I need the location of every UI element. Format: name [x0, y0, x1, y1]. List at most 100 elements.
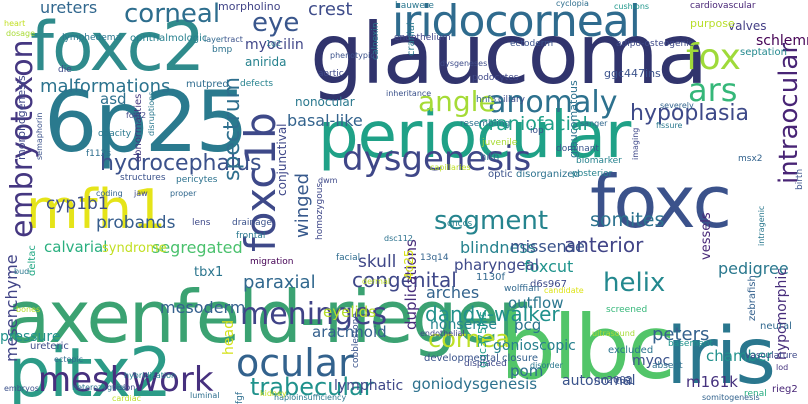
word: tbx1	[194, 265, 224, 280]
word: dosage	[6, 29, 36, 38]
word: heterozygous	[72, 383, 127, 392]
word: jaw	[134, 189, 148, 198]
word: 1130f	[476, 272, 505, 283]
word: mesoderm	[160, 298, 246, 317]
word: blbc	[500, 296, 676, 399]
word: deltac	[27, 245, 38, 276]
word: arachnoid	[312, 323, 387, 341]
word: iop	[530, 126, 544, 136]
word: disruptions	[147, 91, 156, 136]
word: conjunctival	[275, 123, 289, 196]
word: adipo-osteogenic	[616, 39, 694, 49]
word: morphogenesis	[15, 75, 28, 160]
word: spectrum	[220, 76, 245, 181]
word: hypomorphic	[774, 268, 790, 360]
word: abnormalities	[133, 93, 144, 162]
word: kidney	[260, 389, 287, 398]
word: hydrocephalus	[100, 151, 262, 176]
word: optic	[488, 169, 513, 180]
word: pedigree	[718, 259, 789, 278]
word: juvenile	[482, 138, 518, 148]
word: missense	[510, 237, 585, 256]
word: cnccs	[447, 219, 473, 229]
word: helix	[603, 268, 666, 298]
word: nonocular	[295, 95, 355, 109]
word: corneal	[124, 0, 221, 29]
word: fissure	[656, 121, 683, 130]
word: ocular	[236, 341, 354, 385]
word: cranial	[406, 22, 417, 56]
word: crest	[308, 0, 353, 20]
word: d6s967	[530, 279, 568, 290]
word: dwm	[318, 176, 338, 185]
word: opacity	[98, 129, 132, 139]
word: endothelial	[420, 329, 465, 338]
word: segregated	[152, 238, 243, 257]
word: neural	[760, 321, 792, 332]
word: angle	[418, 85, 496, 118]
word: purpose	[690, 17, 735, 30]
word: lymphatic	[334, 378, 404, 394]
word: axenfeld-rieger	[6, 275, 527, 359]
word: vessels	[699, 212, 714, 260]
word: intraocular	[774, 42, 804, 184]
word: rieg2	[772, 384, 798, 395]
word: myocilin	[245, 37, 304, 53]
word: m161k	[686, 373, 738, 391]
word: myoc	[632, 353, 671, 369]
word: pcg	[514, 316, 542, 334]
word: iris	[666, 312, 776, 402]
word: peters	[652, 324, 710, 345]
word: sanger	[580, 119, 608, 128]
word: ectopic	[54, 355, 84, 364]
word: cushions	[614, 2, 650, 11]
word: homozygous	[315, 182, 325, 240]
word: ultrasound	[592, 329, 635, 338]
word: candidate	[544, 286, 584, 295]
word: eye	[252, 8, 300, 38]
word: ciliary	[498, 95, 525, 105]
word: migration	[250, 257, 294, 267]
word: closure	[502, 353, 538, 364]
word: somites	[590, 209, 665, 231]
word: cardiovascular	[690, 1, 756, 11]
word: ectoderm	[510, 39, 554, 49]
word: eyelids	[323, 303, 377, 321]
word: pharyngeal	[454, 256, 539, 274]
word: coding	[96, 189, 123, 198]
word: embryos	[4, 384, 39, 393]
word: hnf3	[476, 95, 497, 105]
word: meninges	[240, 297, 388, 332]
word: septation	[740, 47, 787, 58]
word: bmp	[212, 45, 233, 55]
word: die	[58, 65, 72, 75]
word: hybridization	[124, 371, 177, 380]
word: basement	[668, 339, 713, 349]
word: nonsense	[430, 317, 497, 333]
word: severely	[660, 101, 694, 110]
word: ureteric	[30, 341, 69, 352]
word: resembling	[460, 119, 511, 129]
word: pom	[510, 362, 544, 380]
word: blindness	[460, 238, 536, 257]
word: intragenic	[757, 205, 766, 246]
word: fgf	[235, 391, 245, 404]
word: tm1	[616, 377, 635, 387]
word: bud	[14, 267, 30, 276]
word: ars	[688, 71, 738, 109]
word: nn2002	[594, 375, 633, 386]
word: gonioscopic	[493, 338, 576, 354]
word: somitogenesis	[702, 393, 760, 402]
word: winged	[292, 172, 313, 238]
word: excluded	[608, 345, 654, 356]
word: arches	[426, 283, 480, 302]
word: 1g2	[266, 39, 282, 48]
word: ggc447ins	[604, 67, 661, 80]
word: semaphorin	[35, 112, 44, 160]
word: mfh1	[26, 178, 167, 241]
word: lens	[192, 218, 211, 228]
word: renal	[744, 389, 767, 399]
word: layer	[204, 35, 225, 44]
